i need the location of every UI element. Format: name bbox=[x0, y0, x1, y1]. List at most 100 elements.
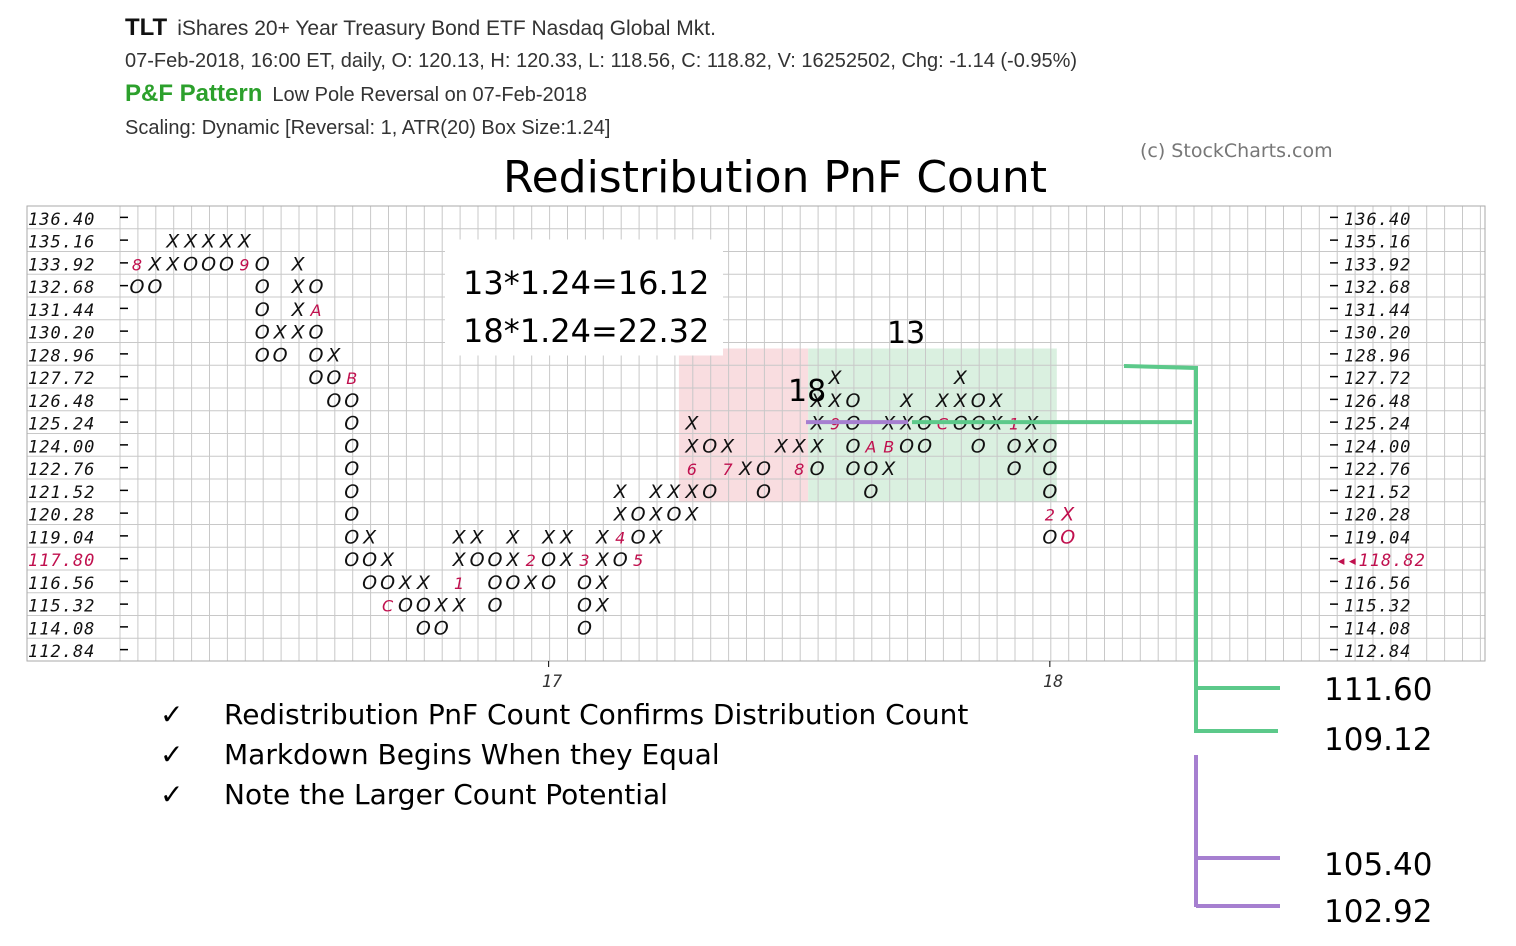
pnf-marker: X bbox=[595, 549, 610, 571]
pnf-marker: X bbox=[452, 526, 467, 548]
pnf-marker: O bbox=[219, 253, 234, 275]
price-label-right: 133.92 bbox=[1344, 255, 1411, 275]
pnf-marker: X bbox=[434, 595, 449, 617]
pnf-marker: O bbox=[255, 344, 270, 366]
pnf-marker: X bbox=[452, 549, 467, 571]
pnf-marker: O bbox=[273, 344, 288, 366]
pnf-marker: O bbox=[344, 504, 359, 526]
pnf-marker: X bbox=[684, 481, 699, 503]
pnf-marker: X bbox=[505, 526, 520, 548]
pnf-marker: O bbox=[1042, 435, 1057, 457]
pnf-marker: B bbox=[883, 437, 894, 456]
pnf-marker: O bbox=[505, 572, 520, 594]
pnf-marker: O bbox=[1042, 481, 1057, 503]
pnf-marker: X bbox=[470, 526, 485, 548]
pnf-marker: X bbox=[505, 549, 520, 571]
notes-list: ✓ Redistribution PnF Count Confirms Distr… bbox=[160, 697, 968, 817]
pnf-marker: X bbox=[559, 526, 574, 548]
pnf-marker: X bbox=[452, 595, 467, 617]
note-item: ✓ Redistribution PnF Count Confirms Distr… bbox=[160, 697, 968, 737]
pnf-marker: X bbox=[684, 413, 699, 435]
pnf-marker: X bbox=[935, 390, 950, 412]
pnf-marker: X bbox=[810, 435, 825, 457]
price-label-right: 132.68 bbox=[1344, 278, 1411, 298]
pnf-marker: 5 bbox=[633, 551, 643, 570]
pattern-value: Low Pole Reversal on 07-Feb-2018 bbox=[272, 84, 587, 106]
price-label-left: 135.16 bbox=[28, 233, 95, 253]
pnf-marker: X bbox=[613, 504, 628, 526]
pnf-marker: O bbox=[201, 253, 216, 275]
price-label-left: 125.24 bbox=[28, 415, 95, 435]
pnf-marker: O bbox=[702, 481, 717, 503]
pnf-marker: O bbox=[577, 595, 592, 617]
price-label-left: 116.56 bbox=[28, 574, 95, 594]
chart-title: Redistribution PnF Count bbox=[502, 152, 1047, 203]
chart-frame bbox=[26, 205, 1486, 662]
price-label-right: 130.20 bbox=[1344, 324, 1411, 344]
price-label-right: 122.76 bbox=[1344, 460, 1411, 480]
pnf-marker: X bbox=[326, 344, 341, 366]
note-item: ✓ Markdown Begins When they Equal bbox=[160, 737, 968, 777]
pnf-marker: O bbox=[1007, 458, 1022, 480]
pnf-marker: X bbox=[291, 322, 306, 344]
pnf-marker: 4 bbox=[615, 528, 625, 547]
pnf-marker: 9 bbox=[239, 255, 249, 274]
pnf-marker: O bbox=[863, 458, 878, 480]
pnf-marker: O bbox=[470, 549, 485, 571]
pattern-label: P&F Pattern bbox=[125, 80, 263, 107]
scaling-line: Scaling: Dynamic [Reversal: 1, ATR(20) B… bbox=[125, 117, 611, 139]
pnf-marker: X bbox=[559, 549, 574, 571]
pnf-marker: 2 bbox=[1045, 506, 1055, 525]
note-text: Note the Larger Count Potential bbox=[224, 778, 668, 811]
pnf-marker: O bbox=[631, 504, 646, 526]
pnf-marker: O bbox=[344, 481, 359, 503]
pnf-marker: X bbox=[649, 504, 664, 526]
pnf-marker: B bbox=[346, 369, 357, 388]
price-label-left: 122.76 bbox=[28, 460, 95, 480]
price-label-right: 119.04 bbox=[1344, 528, 1411, 548]
pnf-marker: X bbox=[362, 526, 377, 548]
pnf-marker: X bbox=[774, 435, 789, 457]
pnf-marker: 2 bbox=[526, 551, 536, 570]
pnf-marker: O bbox=[344, 526, 359, 548]
pnf-marker: 7 bbox=[723, 460, 734, 479]
price-label-right: 124.00 bbox=[1344, 437, 1411, 457]
price-label-right: 121.52 bbox=[1344, 483, 1411, 503]
pnf-marker: O bbox=[541, 572, 556, 594]
price-label-right: 128.96 bbox=[1344, 346, 1411, 366]
pnf-marker: X bbox=[1024, 435, 1039, 457]
pnf-marker: X bbox=[147, 253, 162, 275]
price-label-left: 133.92 bbox=[28, 255, 95, 275]
pnf-marker: X bbox=[881, 458, 896, 480]
pnf-marker: X bbox=[523, 572, 538, 594]
price-label-left: 119.04 bbox=[28, 528, 95, 548]
checkmark-icon: ✓ bbox=[160, 698, 184, 731]
price-label-right: 131.44 bbox=[1344, 301, 1411, 321]
price-label-left: 127.72 bbox=[28, 369, 95, 389]
pnf-marker: O bbox=[1042, 526, 1057, 548]
price-label-right: 125.24 bbox=[1344, 415, 1411, 435]
pnf-marker: O bbox=[577, 572, 592, 594]
pnf-marker: X bbox=[201, 231, 216, 253]
pnf-marker: O bbox=[971, 390, 986, 412]
pnf-marker: O bbox=[326, 390, 341, 412]
pnf-marker: X bbox=[828, 390, 843, 412]
pnf-marker: X bbox=[183, 231, 198, 253]
pnf-marker: O bbox=[380, 572, 395, 594]
checkmark-icon: ✓ bbox=[160, 738, 184, 771]
pnf-marker: O bbox=[845, 435, 860, 457]
pnf-marker: O bbox=[845, 390, 860, 412]
pnf-marker: O bbox=[1007, 435, 1022, 457]
pnf-marker: 1 bbox=[454, 574, 464, 593]
target-value: 109.12 bbox=[1324, 722, 1432, 758]
pnf-marker: X bbox=[398, 572, 413, 594]
chart-header-line1: TLT iShares 20+ Year Treasury Bond ETF Na… bbox=[125, 14, 716, 42]
target-value: 102.92 bbox=[1324, 894, 1432, 930]
pnf-marker: O bbox=[255, 253, 270, 275]
pnf-marker: A bbox=[864, 437, 876, 456]
count-label-18: 18 bbox=[788, 374, 826, 409]
pnf-marker: O bbox=[344, 390, 359, 412]
price-label-left: 115.32 bbox=[28, 597, 95, 617]
pnf-marker: X bbox=[649, 481, 664, 503]
